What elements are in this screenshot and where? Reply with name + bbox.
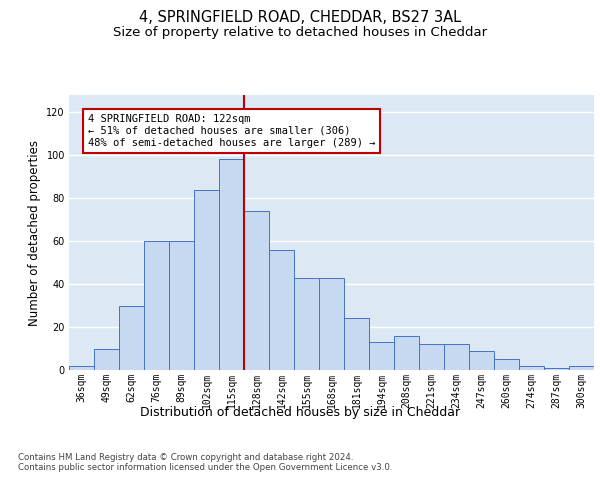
Bar	[344, 318, 369, 370]
Text: Contains HM Land Registry data © Crown copyright and database right 2024.
Contai: Contains HM Land Registry data © Crown c…	[18, 453, 392, 472]
Bar	[519, 366, 544, 370]
Text: 4 SPRINGFIELD ROAD: 122sqm
← 51% of detached houses are smaller (306)
48% of sem: 4 SPRINGFIELD ROAD: 122sqm ← 51% of deta…	[88, 114, 375, 148]
Bar	[444, 344, 469, 370]
Y-axis label: Number of detached properties: Number of detached properties	[28, 140, 41, 326]
Bar	[544, 368, 569, 370]
Bar	[319, 278, 344, 370]
Bar	[369, 342, 394, 370]
Bar	[469, 350, 494, 370]
Bar	[419, 344, 444, 370]
Bar	[69, 366, 94, 370]
Text: Distribution of detached houses by size in Cheddar: Distribution of detached houses by size …	[140, 406, 460, 419]
Text: Size of property relative to detached houses in Cheddar: Size of property relative to detached ho…	[113, 26, 487, 39]
Bar	[219, 160, 244, 370]
Bar	[394, 336, 419, 370]
Bar	[494, 360, 519, 370]
Text: 4, SPRINGFIELD ROAD, CHEDDAR, BS27 3AL: 4, SPRINGFIELD ROAD, CHEDDAR, BS27 3AL	[139, 10, 461, 25]
Bar	[169, 241, 194, 370]
Bar	[94, 348, 119, 370]
Bar	[194, 190, 219, 370]
Bar	[269, 250, 294, 370]
Bar	[294, 278, 319, 370]
Bar	[569, 366, 594, 370]
Bar	[119, 306, 144, 370]
Bar	[144, 241, 169, 370]
Bar	[244, 211, 269, 370]
